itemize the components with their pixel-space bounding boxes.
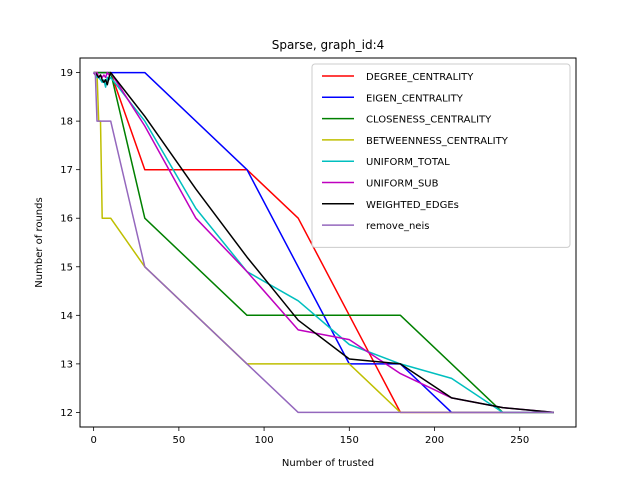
x-tick-label: 0 xyxy=(90,435,96,446)
axes-frame xyxy=(79,57,577,428)
y-tick-label: 19 xyxy=(60,68,73,79)
chart-title: Sparse, graph_id:4 xyxy=(272,38,385,52)
x-tick-label: 250 xyxy=(510,435,529,446)
y-tick-label: 17 xyxy=(60,165,73,176)
legend-entry-label: DEGREE_CENTRALITY xyxy=(366,72,474,83)
y-tick-label: 15 xyxy=(60,262,73,273)
x-tick-label: 200 xyxy=(425,435,444,446)
y-tick-label: 13 xyxy=(60,359,73,370)
y-tick-label: 12 xyxy=(60,408,73,419)
y-tick-label: 14 xyxy=(60,311,73,322)
legend-entry-label: remove_neis xyxy=(366,221,429,232)
series-lines xyxy=(92,71,554,414)
y-axis-ticks: 12 13 14 15 16 17 18 19 xyxy=(60,68,80,419)
legend-entry-label: UNIFORM_SUB xyxy=(366,179,439,190)
x-tick-label: 50 xyxy=(172,435,185,446)
x-axis-ticks: 0 50 100 150 200 250 xyxy=(90,427,529,446)
legend-entry-label: EIGEN_CENTRALITY xyxy=(366,93,464,104)
x-tick-label: 150 xyxy=(340,435,359,446)
x-axis-label: Number of trusted xyxy=(282,458,374,469)
y-tick-label: 18 xyxy=(60,117,73,128)
legend-entry-label: UNIFORM_TOTAL xyxy=(366,157,450,168)
y-axis-label: Number of rounds xyxy=(34,197,45,287)
legend-entry-label: WEIGHTED_EDGEs xyxy=(366,200,459,211)
legend-box xyxy=(311,63,571,248)
legend-entry-label: CLOSENESS_CENTRALITY xyxy=(366,115,492,126)
series-line-remove-neis xyxy=(93,71,554,414)
legend: DEGREE_CENTRALITY EIGEN_CENTRALITY CLOSENE… xyxy=(311,63,571,248)
legend-entry-label: BETWEENNESS_CENTRALITY xyxy=(366,136,509,147)
x-tick-label: 100 xyxy=(255,435,274,446)
series-line-closeness-centrality xyxy=(93,71,554,414)
y-tick-label: 16 xyxy=(60,214,73,225)
series-line-weighted-edges xyxy=(93,71,554,414)
